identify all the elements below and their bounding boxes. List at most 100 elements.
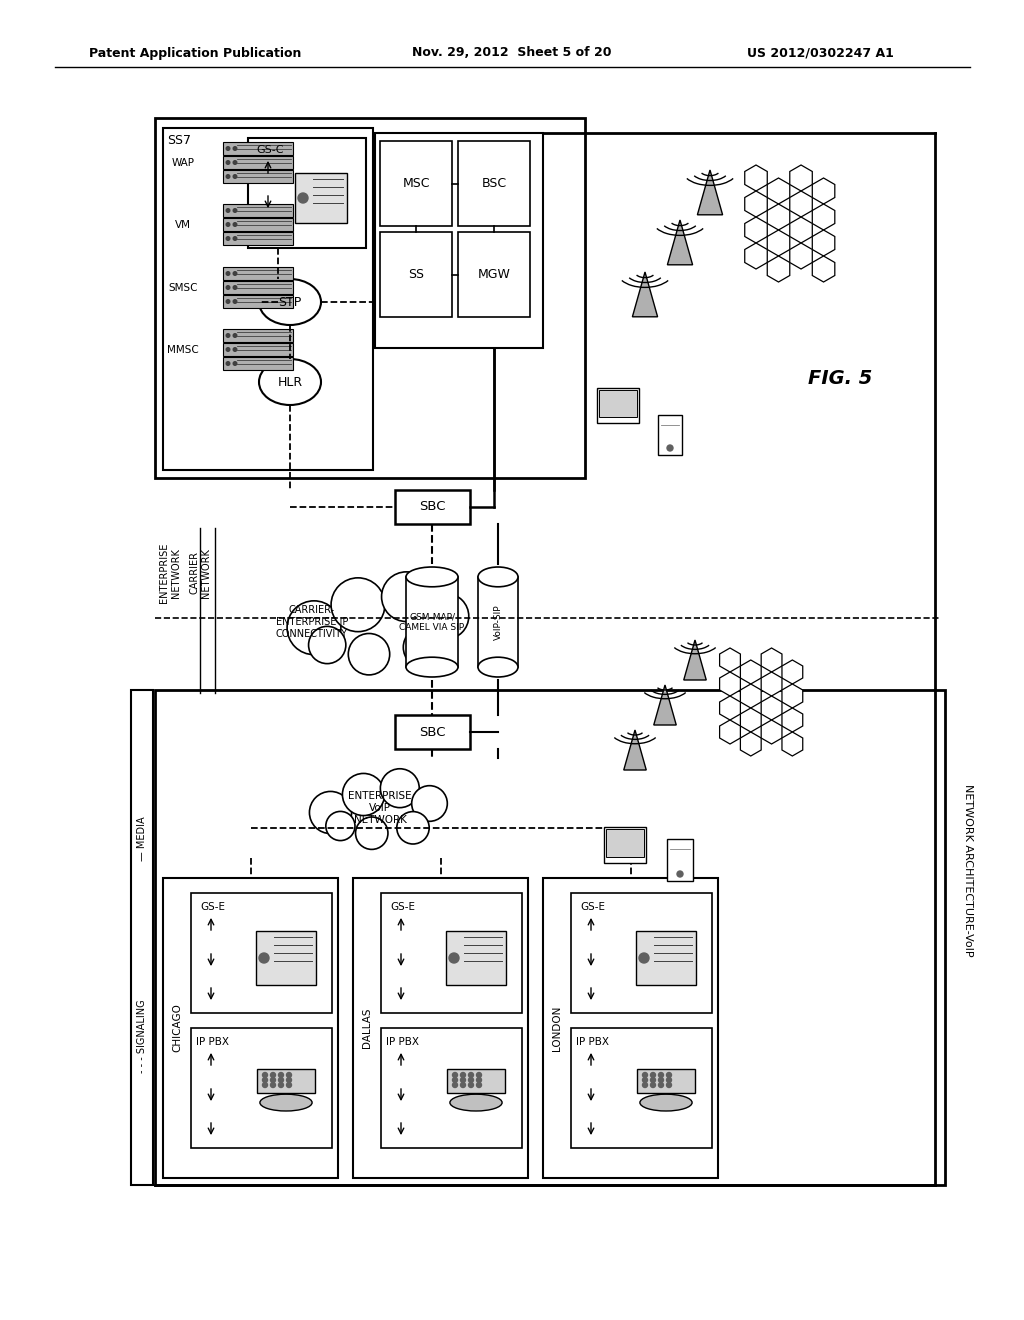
Bar [295,173,347,223]
Bar [597,388,639,422]
Polygon shape [684,640,707,680]
Polygon shape [740,660,761,684]
Circle shape [453,1077,458,1082]
Polygon shape [812,230,835,256]
Circle shape [279,1072,284,1077]
Circle shape [226,147,229,150]
Polygon shape [790,216,812,243]
Text: IP PBX: IP PBX [197,1038,229,1047]
Bar [458,232,530,317]
Circle shape [667,1077,672,1082]
Text: GS-E: GS-E [390,902,416,912]
Bar [571,1028,712,1148]
Circle shape [262,1082,267,1088]
Circle shape [326,812,355,841]
Bar [163,878,338,1177]
Circle shape [309,792,351,833]
Circle shape [233,209,237,213]
Text: - - - SIGNALING: - - - SIGNALING [137,999,147,1073]
Bar [447,1069,505,1093]
Polygon shape [744,216,767,243]
Text: BSC: BSC [481,177,507,190]
Text: SBC: SBC [419,500,445,513]
Circle shape [642,1082,647,1088]
Polygon shape [782,708,803,733]
Bar [155,690,945,1185]
Polygon shape [761,719,782,744]
Circle shape [226,347,229,351]
Circle shape [279,1077,284,1082]
Circle shape [226,334,229,338]
Polygon shape [744,191,767,216]
Circle shape [287,1082,292,1088]
Bar [658,414,682,455]
Circle shape [270,1077,275,1082]
Bar [380,141,452,226]
Bar [223,205,293,216]
Polygon shape [790,243,812,269]
Circle shape [226,362,229,366]
Circle shape [233,147,237,150]
Circle shape [380,768,419,808]
Text: WAP: WAP [171,158,195,168]
Bar [375,133,543,348]
Text: VoIP-SIP: VoIP-SIP [494,605,503,640]
Bar [191,894,332,1012]
Text: GS-C: GS-C [256,145,284,154]
Circle shape [233,334,237,338]
Text: MMSC: MMSC [167,345,199,355]
Polygon shape [782,684,803,708]
Circle shape [469,1072,473,1077]
Bar [395,490,470,524]
Circle shape [412,785,447,821]
Bar [223,218,293,231]
Bar [381,894,522,1012]
Circle shape [226,174,229,178]
Circle shape [667,1082,672,1088]
Circle shape [348,634,390,675]
Text: GS-E: GS-E [201,902,225,912]
Polygon shape [653,685,676,725]
Text: LONDON: LONDON [552,1006,562,1051]
Bar [606,829,644,857]
Text: Nov. 29, 2012  Sheet 5 of 20: Nov. 29, 2012 Sheet 5 of 20 [413,46,611,59]
Text: SBC: SBC [419,726,445,738]
Circle shape [453,1072,458,1077]
Bar [223,143,293,154]
Circle shape [233,347,237,351]
Bar [571,894,712,1012]
Bar [223,267,293,280]
Circle shape [226,272,229,276]
Bar [458,141,530,226]
Bar [223,156,293,169]
Circle shape [226,161,229,164]
Circle shape [658,1077,664,1082]
Polygon shape [767,256,790,282]
Polygon shape [697,170,723,215]
Circle shape [262,1077,267,1082]
Circle shape [658,1082,664,1088]
Circle shape [423,594,469,639]
Text: CARRIER
NETWORK: CARRIER NETWORK [189,548,211,598]
Circle shape [476,1082,481,1088]
Polygon shape [720,696,740,719]
Bar [223,356,293,370]
Circle shape [403,627,444,668]
Bar [223,294,293,308]
Circle shape [449,953,459,964]
Circle shape [233,236,237,240]
Circle shape [226,209,229,213]
Ellipse shape [640,1094,692,1111]
Circle shape [639,953,649,964]
Ellipse shape [406,568,458,587]
Polygon shape [720,672,740,696]
Text: GS-E: GS-E [581,902,605,912]
Bar [406,577,458,667]
Circle shape [226,223,229,226]
Bar [155,117,585,478]
Polygon shape [782,733,803,756]
Polygon shape [720,648,740,672]
Circle shape [461,1082,466,1088]
Circle shape [233,161,237,164]
Ellipse shape [478,657,518,677]
